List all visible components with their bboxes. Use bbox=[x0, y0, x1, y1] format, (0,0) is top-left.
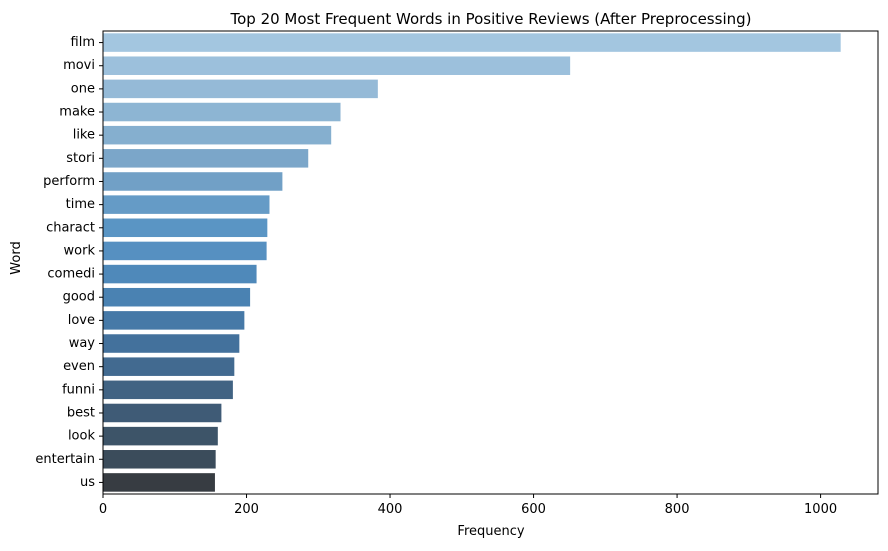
bar-comedi bbox=[103, 264, 257, 284]
y-tick-label: funni bbox=[62, 382, 95, 397]
x-axis-label: Frequency bbox=[457, 524, 524, 539]
x-tick-label: 800 bbox=[665, 502, 690, 517]
bar-time bbox=[103, 195, 270, 214]
y-tick-label: work bbox=[64, 243, 96, 258]
x-axis-ticks: 0 200 400 600 800 1000 bbox=[99, 494, 837, 517]
bar-stori bbox=[103, 149, 309, 168]
bar-entertain bbox=[103, 450, 216, 469]
bars-group bbox=[103, 33, 841, 492]
bar-even bbox=[103, 357, 235, 376]
bar-charact bbox=[103, 218, 268, 238]
bar-us bbox=[103, 473, 215, 492]
y-tick-label: look bbox=[68, 429, 96, 444]
y-tick-label: perform bbox=[43, 174, 95, 189]
y-tick-label: entertain bbox=[35, 452, 95, 467]
y-tick-label: stori bbox=[66, 151, 95, 166]
y-tick-label: us bbox=[80, 475, 95, 490]
y-tick-label: charact bbox=[46, 220, 95, 235]
bar-look bbox=[103, 426, 218, 446]
bar-love bbox=[103, 311, 245, 330]
y-tick-label: make bbox=[59, 105, 95, 120]
x-tick-label: 400 bbox=[378, 502, 403, 517]
y-tick-label: comedi bbox=[47, 267, 95, 282]
bar-funni bbox=[103, 380, 233, 400]
bar-like bbox=[103, 125, 332, 145]
plot-frame bbox=[102, 30, 879, 495]
x-tick-label: 200 bbox=[234, 502, 259, 517]
bar-movi bbox=[103, 56, 571, 75]
y-tick-label: like bbox=[73, 128, 95, 143]
bar-film bbox=[103, 33, 841, 52]
y-tick-label: way bbox=[69, 336, 96, 351]
x-tick-label: 0 bbox=[99, 502, 107, 517]
y-tick-label: one bbox=[71, 81, 95, 96]
bar-good bbox=[103, 287, 251, 307]
bar-way bbox=[103, 334, 240, 353]
bar-work bbox=[103, 241, 267, 261]
y-tick-label: good bbox=[63, 290, 95, 305]
chart-title: Top 20 Most Frequent Words in Positive R… bbox=[230, 10, 752, 28]
y-tick-label: movi bbox=[63, 58, 95, 73]
x-tick-label: 1000 bbox=[804, 502, 837, 517]
bar-make bbox=[103, 102, 341, 122]
y-tick-label: love bbox=[68, 313, 95, 328]
y-tick-label: best bbox=[67, 405, 95, 420]
y-tick-label: time bbox=[66, 197, 95, 212]
bar-perform bbox=[103, 172, 283, 191]
y-axis-label: Word bbox=[9, 241, 24, 274]
y-tick-label: film bbox=[71, 35, 95, 50]
y-axis-ticks: film movi one make like stori perform time chara… bbox=[35, 35, 103, 490]
bar-one bbox=[103, 79, 378, 99]
y-tick-label: even bbox=[63, 359, 95, 374]
x-tick-label: 600 bbox=[521, 502, 546, 517]
bar-best bbox=[103, 403, 222, 423]
